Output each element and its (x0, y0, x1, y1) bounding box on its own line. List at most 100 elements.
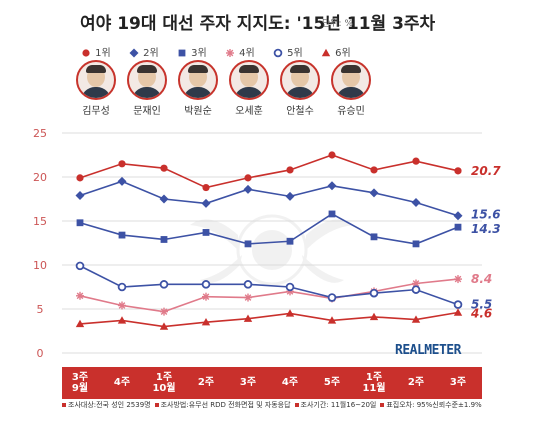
y-tick-label: 5 (37, 303, 44, 316)
data-point (412, 157, 420, 165)
value-labels: 20.7 15.614.3 8.4 5.54.6 (470, 164, 501, 321)
data-point (243, 280, 253, 289)
end-value-label: 5.5 (471, 298, 492, 312)
data-point (160, 236, 168, 243)
data-point (201, 318, 211, 326)
data-point (117, 176, 127, 186)
series-2 (75, 176, 463, 221)
series-line (79, 213, 459, 245)
data-point (118, 231, 126, 239)
x-tick-label: 2주 (407, 377, 425, 388)
avatar (127, 60, 167, 100)
data-point (453, 211, 463, 221)
data-point (202, 183, 210, 192)
data-point (117, 316, 127, 324)
data-point (412, 279, 420, 288)
data-point (327, 316, 337, 324)
data-point (369, 312, 379, 321)
series-line (79, 154, 459, 189)
y-tick-label: 10 (33, 259, 47, 272)
data-point (159, 194, 169, 204)
data-point (285, 282, 295, 292)
end-value-label: 20.7 (471, 164, 501, 178)
legend-label: 5위 (284, 48, 303, 59)
data-point (327, 293, 337, 302)
data-point (201, 280, 211, 289)
candidate-name: 오세훈 (235, 106, 263, 117)
avatar (76, 60, 116, 100)
y-tick-label: 20 (33, 171, 47, 184)
legend-item: 6위 (320, 44, 351, 59)
data-point (118, 301, 126, 310)
y-axis: 0 5 10 15 20 25 (33, 127, 47, 360)
end-value-label: 4.6 (470, 307, 492, 321)
data-point (370, 166, 378, 174)
candidate: 김무성 (70, 60, 122, 117)
data-point (75, 190, 85, 200)
survey-footer: 조사대상:전국 성인 2539명 조사방법:유무선 RDD 전화면접 및 자동응답… (62, 400, 482, 414)
data-point (412, 240, 420, 248)
candidate: 유승민 (325, 60, 377, 117)
data-point (243, 314, 253, 322)
data-point (453, 300, 463, 309)
x-tick-label: 3주 (449, 377, 467, 388)
series-line (79, 265, 459, 306)
candidate: 오세훈 (223, 60, 275, 117)
series-line (79, 180, 459, 217)
legend-item: 4위 (224, 44, 255, 59)
avatar (331, 60, 371, 100)
series-line (79, 311, 459, 328)
data-point (454, 223, 462, 231)
legend-item: 1위 (80, 44, 111, 59)
data-point (76, 219, 84, 227)
line-chart: 0 5 10 15 20 25 20.7 15.614.3 8.4 5.54.6 (33, 127, 501, 360)
chart-title: 여야 19대 대선 주자 지지도: '15년 11월 3주차 (80, 14, 436, 34)
legend-label: 1위 (92, 48, 111, 59)
data-point (159, 322, 169, 330)
data-point (327, 181, 337, 191)
legend-item: 2위 (128, 44, 159, 59)
legend: 1위 2위 3위 4위 5위 6위 (60, 44, 490, 60)
legend-label: 3위 (188, 48, 207, 59)
avatar (229, 60, 269, 100)
x-tick-label: 1주 11월 (362, 372, 386, 394)
legend-label: 4위 (236, 48, 255, 59)
candidate-portraits: 김무성 문재인 박원순 오세훈 안철수 유승민 (60, 60, 460, 117)
data-point (76, 174, 84, 182)
candidate-name: 김무성 (82, 106, 110, 117)
emblem-watermark (190, 214, 354, 286)
data-point (75, 261, 85, 271)
data-point (369, 188, 379, 198)
series-1 (76, 151, 462, 192)
legend-marker-icon (82, 49, 90, 57)
legend-marker-icon (321, 48, 331, 57)
data-point (328, 210, 336, 218)
footer-item: 표집오차: 95%신뢰수준±1.9% (380, 401, 482, 409)
data-point (201, 198, 211, 208)
data-point (286, 237, 294, 245)
data-point (370, 233, 378, 241)
series-3 (76, 210, 462, 248)
legend-marker-icon (273, 48, 283, 58)
data-point (369, 288, 379, 298)
candidate-name: 박원순 (184, 106, 212, 117)
series-6 (75, 308, 463, 330)
data-point (411, 285, 421, 294)
data-point (75, 319, 85, 328)
end-value-label: 8.4 (471, 272, 492, 286)
x-tick-label: 5주 (323, 377, 341, 388)
data-point (118, 160, 126, 168)
data-point (117, 282, 127, 292)
data-point (328, 151, 336, 159)
avatar (280, 60, 320, 100)
footer-item: 조사기간: 11월16~20일 (294, 401, 376, 409)
data-point (285, 309, 295, 317)
legend-label: 2위 (140, 48, 159, 59)
candidate: 안철수 (274, 60, 326, 117)
legend-marker (82, 49, 90, 57)
legend-item: 3위 (176, 44, 207, 59)
legend-marker-icon (226, 49, 234, 57)
candidate: 박원순 (172, 60, 224, 117)
series-line (79, 278, 459, 313)
x-tick-label: 4주 (113, 377, 131, 388)
